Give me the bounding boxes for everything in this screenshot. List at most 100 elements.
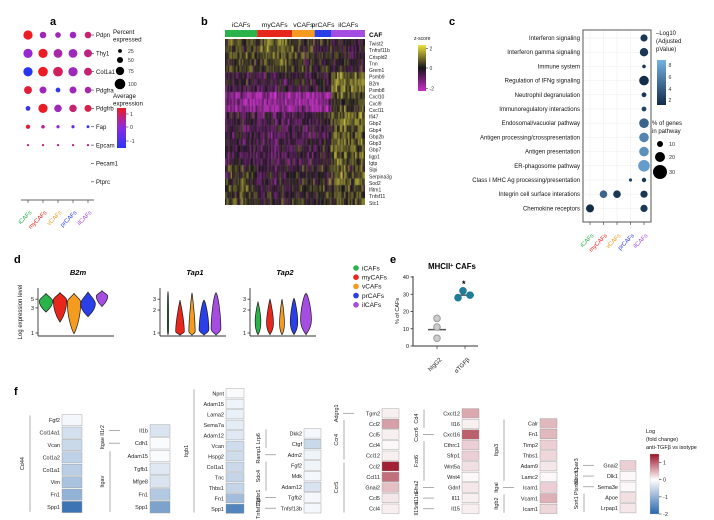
pvalue-colorbar	[657, 60, 666, 105]
pathway-dot	[599, 190, 608, 198]
fc-cell	[61, 439, 83, 451]
pathway-label: ER-phagosome pathway	[514, 164, 580, 170]
fc-cell	[225, 409, 245, 420]
svg-text:5: 5	[31, 297, 34, 303]
receptor-label: Lrp6	[256, 433, 262, 444]
fc-gene-label: Timp2	[523, 443, 538, 449]
percent-legend-dot	[115, 66, 125, 76]
fc-gene-label: Cxcl16	[443, 433, 460, 439]
fc-gene-label: Col1a1	[207, 465, 224, 471]
fc-gene-label: Ccl5	[369, 496, 380, 502]
caf-legend-dot	[353, 302, 359, 308]
svg-text:20: 20	[669, 155, 675, 161]
svg-text:1: 1	[243, 331, 246, 337]
svg-text:0: 0	[430, 66, 433, 72]
sample-point	[433, 314, 441, 323]
caf-axis-label: prCAFs	[60, 210, 79, 229]
fc-gene-label: Cdh1	[135, 441, 148, 447]
fc-cell	[149, 501, 171, 514]
fc-cell	[225, 493, 245, 504]
violin-shape	[289, 297, 299, 336]
fc-cell	[225, 482, 245, 493]
e-title: MHCII+ CAFs	[428, 262, 476, 271]
fc-gene-label: Calr	[528, 421, 538, 427]
heatmap-gene-label: Iigp1	[369, 154, 380, 160]
expression-dot	[84, 67, 92, 76]
fc-cell	[381, 429, 400, 440]
receptor-label: Ccr4	[334, 434, 340, 446]
svg-text:-2: -2	[663, 512, 668, 518]
expression-dot	[84, 49, 92, 58]
svg-text:expressed: expressed	[113, 37, 142, 44]
svg-text:40: 40	[403, 275, 409, 281]
fc-cell	[149, 437, 171, 450]
pathway-dot	[638, 160, 650, 172]
fc-cell	[149, 488, 171, 501]
heatmap-gene-label: Grem1	[369, 68, 385, 74]
fc-gene-label: Vcan	[211, 444, 224, 450]
violin-shape	[38, 293, 54, 313]
receptor-label: Itga3	[494, 444, 500, 456]
fc-gene-label: Mdk	[292, 474, 303, 480]
fc-cell	[61, 414, 83, 427]
fc-gene-label: Ccl2	[369, 464, 380, 470]
gene-label: Pecam1	[96, 162, 119, 168]
heatmap-gene-label: Ifitm1	[369, 188, 381, 194]
expression-dot	[26, 143, 30, 147]
expression-dot	[71, 125, 75, 129]
heatmap-gene-label: Gbp2	[369, 121, 381, 127]
fc-cell	[149, 450, 171, 463]
fc-gene-label: Thbs1	[209, 486, 224, 492]
fc-cell	[303, 481, 322, 492]
fc-gene-label: Ccl2	[369, 422, 380, 428]
svg-text:3: 3	[243, 297, 246, 303]
svg-text:20: 20	[403, 310, 409, 316]
pathway-label: Endosomal/vacuolar pathway	[502, 121, 580, 127]
fc-gene-label: Ccl11	[366, 475, 380, 481]
svg-text:100: 100	[128, 82, 137, 88]
svg-text:–Log10: –Log10	[656, 31, 677, 37]
panel-c-label: c	[449, 16, 456, 28]
fc-gene-label: Cthrc1	[444, 443, 460, 449]
svg-text:6: 6	[669, 75, 672, 81]
fc-cell	[61, 501, 83, 513]
fc-cell	[461, 408, 480, 419]
caf-group-label: prCAFs	[311, 22, 335, 29]
heatmap-gene-label: Tnfrsf11b	[369, 48, 390, 54]
svg-text:1: 1	[153, 331, 156, 337]
fc-gene-label: Adam12	[282, 485, 303, 491]
violin-shape	[80, 291, 96, 318]
e-x-label: αTGFβ	[454, 357, 472, 375]
pathway-label: Interferon signaling	[529, 36, 580, 42]
svg-text:2: 2	[243, 308, 246, 314]
e-x-label: hIgG2	[428, 357, 444, 373]
pathway-label: Chemokine receptors	[523, 206, 580, 212]
size-legend-dot	[655, 152, 665, 162]
caf-group-label: iCAFs	[232, 22, 251, 29]
receptor-label: Plxnd1	[574, 478, 580, 495]
receptor-label: Tgfbr1	[256, 490, 262, 506]
fc-cell	[61, 451, 83, 464]
fc-gene-label: Icam1	[523, 507, 538, 513]
fc-cell	[461, 503, 480, 514]
panel-f-label: f	[14, 386, 18, 398]
gene-label: Thy1	[96, 52, 110, 58]
fc-cell	[225, 398, 245, 409]
svg-text:10: 10	[669, 142, 675, 148]
receptor-label: Cd4	[414, 414, 420, 424]
violin-title: Tap1	[186, 268, 203, 277]
caf-axis-label: ilCAFs	[77, 210, 94, 227]
caf-legend-dot	[353, 274, 359, 281]
receptor-label: Il1r2	[100, 425, 106, 436]
fc-cell	[461, 482, 480, 493]
fc-gene-label: Ccl4	[369, 443, 380, 449]
fc-gene-label: Thbs1	[523, 453, 538, 459]
panel-e: MHCII+ CAFs 0 10 20 30 40 % of CAFs hIgG2 αTGFβ *	[395, 262, 478, 375]
fc-gene-label: Vcan	[47, 443, 60, 449]
fc-gene-label: Spp1	[47, 505, 60, 511]
expression-dot	[25, 106, 31, 111]
svg-text:0: 0	[663, 478, 666, 484]
receptor-label: Itgb2	[494, 497, 500, 509]
fc-cell	[461, 472, 480, 482]
expression-dot	[23, 48, 33, 58]
